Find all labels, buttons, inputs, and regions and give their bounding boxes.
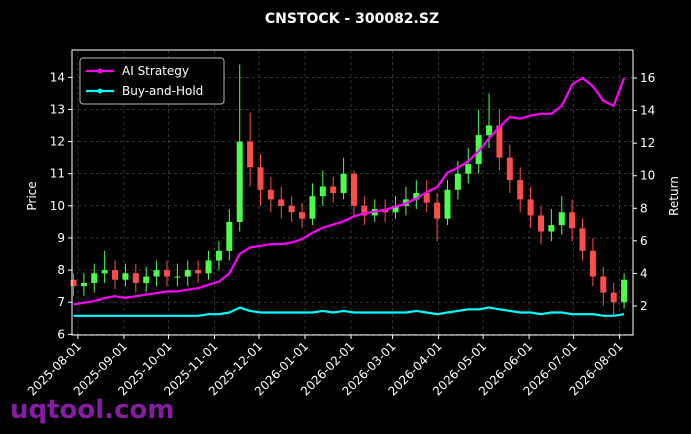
candle-body — [257, 167, 264, 190]
candle-body — [444, 189, 451, 219]
candle-body — [101, 270, 108, 274]
candle-body — [610, 292, 617, 303]
candle-body — [153, 270, 160, 277]
candle-body — [340, 173, 347, 193]
candle-body — [112, 270, 119, 280]
candle-body — [236, 141, 243, 222]
candle-body — [319, 186, 326, 197]
y-tick-label: 12 — [50, 135, 65, 149]
series-line — [73, 76, 626, 306]
candle-body — [122, 273, 129, 280]
candle-body — [330, 186, 337, 193]
candle-body — [91, 273, 98, 283]
y-tick-label: 8 — [57, 263, 65, 277]
watermark: uqtool.com — [10, 395, 174, 425]
y2-tick-label: 6 — [640, 234, 648, 248]
candle-body — [579, 228, 586, 251]
candle-body — [309, 196, 316, 219]
candle-body — [278, 199, 285, 206]
chart-title: CNSTOCK - 300082.SZ — [265, 11, 439, 27]
y-tick-label: 11 — [50, 167, 65, 181]
candle-body — [299, 212, 306, 219]
candle-body — [267, 189, 274, 200]
candle-body — [465, 164, 472, 174]
candle-body — [184, 270, 191, 277]
candle-body — [80, 282, 87, 287]
candle-body — [621, 279, 628, 303]
candle-body — [423, 192, 430, 203]
y2-tick-label: 4 — [640, 266, 648, 280]
y-tick-label: 14 — [50, 70, 65, 84]
candle-body — [205, 260, 212, 274]
candle-body — [496, 125, 503, 158]
y-axis-label: Price — [25, 181, 39, 210]
candle-body — [517, 180, 524, 200]
y-tick-label: 9 — [57, 231, 65, 245]
candle-body — [392, 205, 399, 213]
candle-body — [247, 141, 254, 168]
candle-body — [434, 202, 441, 219]
candle-body — [163, 270, 170, 277]
y2-tick-label: 16 — [640, 71, 655, 85]
legend-marker — [97, 68, 103, 74]
y2-tick-label: 2 — [640, 299, 648, 313]
y2-tick-label: 10 — [640, 169, 655, 183]
legend-box — [79, 57, 225, 105]
candle-body — [413, 192, 420, 200]
legend-label: Buy-and-Hold — [122, 84, 203, 98]
y-tick-label: 13 — [50, 102, 65, 116]
y-tick-label: 7 — [57, 295, 65, 309]
candle-body — [174, 276, 181, 278]
candle-body — [486, 125, 493, 136]
candle-body — [361, 205, 368, 216]
candle-body — [454, 173, 461, 190]
candle-body — [195, 270, 202, 274]
candle-body — [143, 276, 150, 283]
candle-body — [132, 273, 139, 283]
candle-body — [70, 279, 77, 287]
candle-body — [600, 276, 607, 293]
candle-body — [537, 215, 544, 232]
candle-body — [548, 225, 555, 232]
legend-label: AI Strategy — [122, 64, 189, 78]
candle-body — [215, 250, 222, 261]
candle-body — [589, 250, 596, 277]
series-line — [73, 306, 625, 317]
plot-frame — [71, 49, 634, 336]
y2-tick-label: 8 — [640, 201, 648, 215]
candle-body — [569, 212, 576, 229]
candle-body — [527, 199, 534, 216]
candle-body — [558, 212, 565, 226]
candle-body — [506, 157, 513, 181]
candle-body — [288, 205, 295, 213]
y-tick-label: 10 — [50, 199, 65, 213]
legend-marker — [97, 88, 103, 94]
y2-tick-label: 14 — [640, 104, 655, 118]
candle-body — [226, 221, 233, 251]
y2-tick-label: 12 — [640, 136, 655, 150]
candle-body — [350, 173, 357, 206]
y2-axis-label: Return — [667, 176, 681, 216]
y-tick-label: 6 — [57, 327, 65, 341]
